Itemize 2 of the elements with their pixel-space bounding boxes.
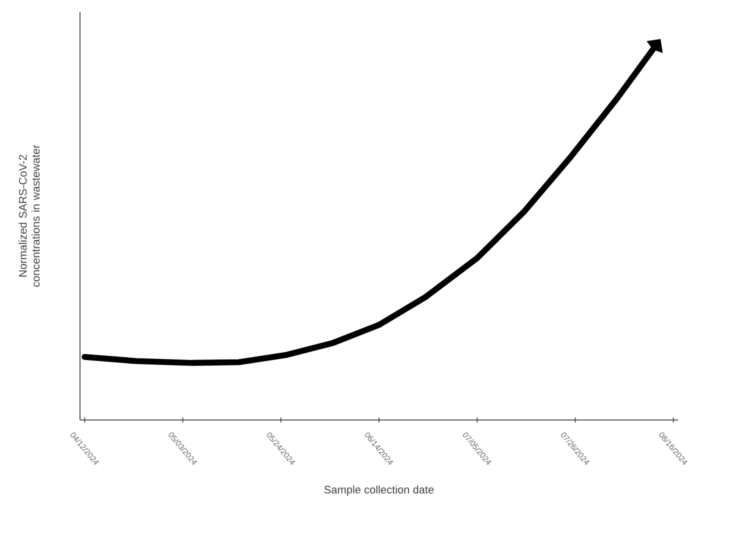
x-axis-title: Sample collection date [324,486,434,496]
y-axis-title: Normalized SARS-CoV-2 concentrations in wastewater [18,144,40,287]
